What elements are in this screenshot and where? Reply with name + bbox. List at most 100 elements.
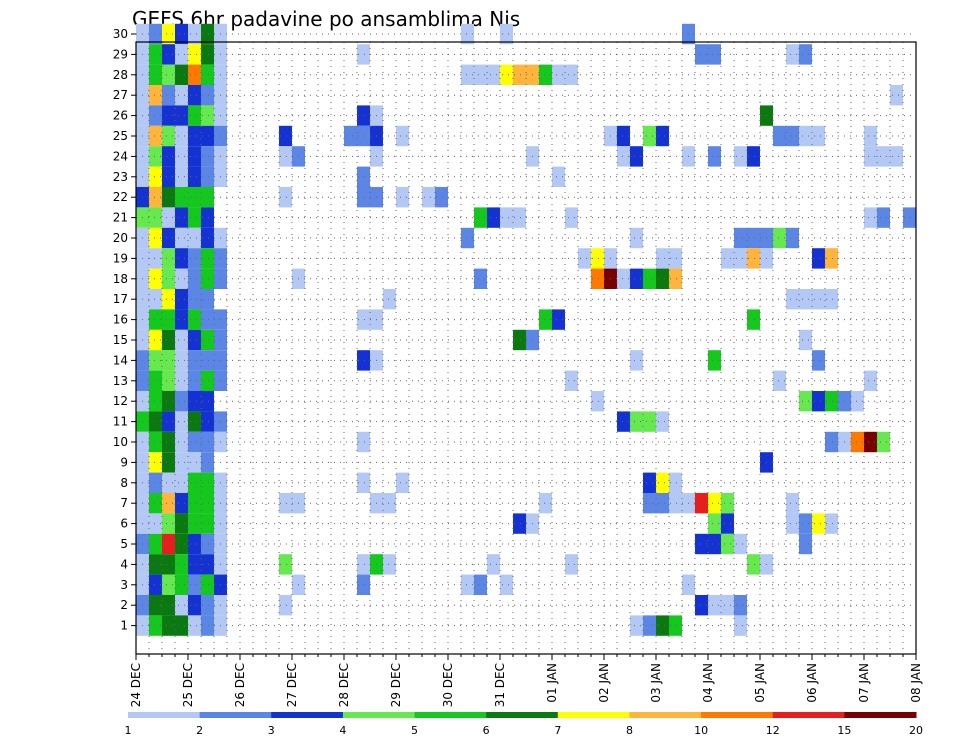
heatmap-cell	[539, 64, 552, 85]
heatmap-cell	[149, 85, 162, 106]
heatmap-cell	[799, 44, 812, 65]
heatmap-cell	[175, 166, 188, 187]
heatmap-cell	[201, 329, 214, 351]
heatmap-cell	[201, 146, 214, 167]
heatmap-cell	[201, 350, 214, 371]
heatmap-cell	[630, 227, 643, 249]
heatmap-cell	[201, 452, 214, 473]
heatmap-cell	[578, 248, 591, 269]
heatmap-cell	[201, 595, 214, 616]
heatmap-cell	[708, 493, 721, 514]
heatmap-cell	[149, 574, 162, 595]
heatmap-cell	[175, 431, 188, 453]
x-tick-label: 07 JAN	[857, 663, 871, 703]
heatmap-cell	[149, 105, 162, 126]
heatmap-cell	[812, 125, 825, 147]
heatmap-cell	[500, 207, 513, 228]
heatmap-cell	[552, 309, 565, 330]
heatmap-cell	[396, 472, 409, 493]
heatmap-cell	[149, 268, 162, 289]
heatmap-cell	[643, 268, 656, 289]
colorbar-label: 6	[483, 724, 490, 737]
heatmap-cell	[162, 289, 175, 310]
y-tick-label: 1	[120, 619, 128, 633]
heatmap-cell	[786, 125, 799, 147]
heatmap-cell	[149, 309, 162, 330]
heatmap-cell	[149, 391, 162, 412]
heatmap-cell	[149, 595, 162, 616]
heatmap-cell	[201, 85, 214, 106]
heatmap-cell	[617, 411, 630, 432]
heatmap-cell	[162, 23, 175, 45]
heatmap-cell	[500, 23, 513, 45]
heatmap-cell	[825, 513, 838, 534]
heatmap-cell	[149, 452, 162, 473]
colorbar-label: 5	[411, 724, 418, 737]
heatmap-cell	[188, 289, 201, 310]
heatmap-cell	[864, 125, 877, 147]
grid-lines	[136, 33, 916, 654]
x-tick-label: 26 DEC	[233, 663, 247, 707]
heatmap-cell	[162, 64, 175, 85]
heatmap-cell	[825, 391, 838, 412]
y-tick-label: 21	[113, 211, 128, 225]
heatmap-cell	[461, 574, 474, 595]
heatmap-cell	[149, 431, 162, 453]
heatmap-cell	[630, 350, 643, 371]
heatmap-cell	[890, 146, 903, 167]
heatmap-cell	[721, 533, 734, 555]
heatmap-cell	[162, 472, 175, 493]
heatmap-cell	[175, 64, 188, 85]
heatmap-cell	[565, 370, 578, 391]
heatmap-cell	[487, 64, 500, 85]
heatmap-cell	[162, 350, 175, 371]
y-axis: 1234567891011121314151617181920212223242…	[113, 27, 136, 633]
heatmap-cell	[695, 595, 708, 616]
heatmap-cells	[136, 23, 916, 636]
y-tick-label: 19	[113, 251, 128, 265]
colorbar-label: 8	[626, 724, 633, 737]
heatmap-cell	[864, 207, 877, 228]
heatmap-cell	[357, 44, 370, 65]
heatmap-cell	[201, 391, 214, 412]
heatmap-cell	[188, 431, 201, 453]
colorbar-swatch	[772, 712, 845, 718]
heatmap-cell	[864, 431, 877, 453]
heatmap-cell	[630, 615, 643, 636]
heatmap-cell	[344, 125, 357, 147]
heatmap-cell	[175, 554, 188, 575]
heatmap-cell	[747, 227, 760, 249]
heatmap-cell	[656, 493, 669, 514]
heatmap-cell	[175, 329, 188, 351]
y-tick-label: 13	[113, 374, 128, 388]
heatmap-cell	[188, 207, 201, 228]
heatmap-cell	[721, 513, 734, 534]
heatmap-cell	[786, 513, 799, 534]
heatmap-cell	[162, 248, 175, 269]
heatmap-cell	[188, 125, 201, 147]
heatmap-cell	[149, 227, 162, 249]
heatmap-cell	[201, 227, 214, 249]
heatmap-cell	[721, 248, 734, 269]
heatmap-cell	[565, 207, 578, 228]
heatmap-cell	[357, 431, 370, 453]
y-tick-label: 14	[113, 353, 128, 367]
heatmap-cell	[851, 431, 864, 453]
heatmap-cell	[201, 268, 214, 289]
heatmap-cell	[851, 391, 864, 412]
heatmap-cell	[175, 595, 188, 616]
heatmap-cell	[188, 248, 201, 269]
heatmap-cell	[656, 615, 669, 636]
heatmap-cell	[188, 533, 201, 555]
heatmap-cell	[175, 227, 188, 249]
heatmap-cell	[162, 329, 175, 351]
heatmap-cell	[734, 248, 747, 269]
colorbar-label: 1	[125, 724, 132, 737]
x-tick-label: 08 JAN	[909, 663, 923, 703]
heatmap-cell	[630, 146, 643, 167]
heatmap-cell	[747, 146, 760, 167]
x-tick-label: 28 DEC	[337, 663, 351, 707]
heatmap-cell	[734, 615, 747, 636]
heatmap-cell	[487, 554, 500, 575]
heatmap-cell	[669, 472, 682, 493]
